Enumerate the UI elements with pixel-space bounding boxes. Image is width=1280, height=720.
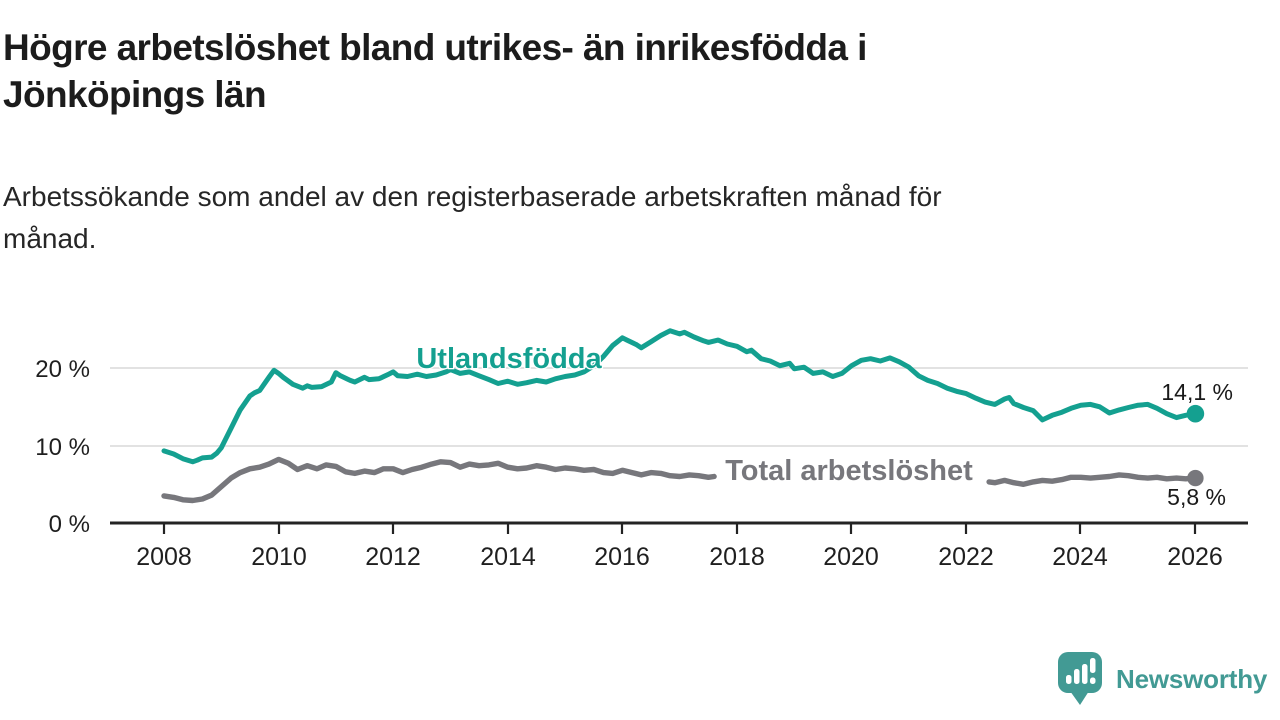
page-title-line1: Högre arbetslöshet bland utrikes- än inr… <box>3 27 867 68</box>
page-title: Högre arbetslöshet bland utrikes- än inr… <box>3 24 1153 118</box>
x-tick-label: 2020 <box>823 543 879 571</box>
series-label-total-arbetsloshet: Total arbetslöshet <box>725 455 973 487</box>
newsworthy-logo-text: Newsworthy <box>1116 663 1268 694</box>
x-tick-label: 2008 <box>136 543 192 571</box>
logo-bubble <box>1058 652 1102 693</box>
x-tick-label: 2018 <box>709 543 765 571</box>
line-total-arbetsloshet-segment2 <box>986 472 1199 488</box>
chart-subtitle: Arbetssökande som andel av den registerb… <box>3 176 1203 260</box>
logo-bubble-tail <box>1070 691 1089 705</box>
end-value-label-utlandsfodda: 14,1 % <box>1161 379 1233 405</box>
x-tick-label: 2014 <box>480 543 536 571</box>
newsworthy-logo[interactable]: Newsworthy <box>1057 650 1267 708</box>
logo-bar-1 <box>1066 675 1072 684</box>
x-tick-label: 2022 <box>938 543 994 571</box>
x-tick-label: 2010 <box>251 543 307 571</box>
logo-bar-2 <box>1074 669 1080 684</box>
end-dot-total <box>1187 469 1204 487</box>
x-axis-ticks <box>162 524 1197 534</box>
line-total-arbetsloshet-segment1 <box>161 456 717 504</box>
end-dot-utlandsfodda <box>1186 404 1205 423</box>
y-tick-label: 10 % <box>35 434 90 461</box>
x-tick-label: 2024 <box>1052 543 1108 571</box>
line-chart: 20 % 10 % 0 % 2008 2010 2012 2014 2016 2… <box>35 328 1248 571</box>
y-tick-label: 0 % <box>49 511 90 538</box>
logo-exclamation-dot <box>1090 677 1096 684</box>
chart-subtitle-line2: månad. <box>3 223 97 254</box>
x-tick-label: 2026 <box>1167 543 1223 571</box>
logo-exclamation-stem <box>1090 658 1096 673</box>
series-label-utlandsfodda: Utlandsfödda <box>416 343 602 375</box>
newsworthy-speech-bubble-chart-icon <box>1058 652 1102 705</box>
page-title-line2: Jönköpings län <box>3 74 267 115</box>
chart-subtitle-line1: Arbetssökande som andel av den registerb… <box>3 181 942 212</box>
line-utlandsfodda <box>161 328 1198 465</box>
end-value-label-total: 5,8 % <box>1167 484 1226 510</box>
x-tick-label: 2012 <box>365 543 421 571</box>
y-tick-label: 20 % <box>35 356 90 383</box>
x-tick-label: 2016 <box>594 543 650 571</box>
logo-bar-3 <box>1082 664 1088 684</box>
